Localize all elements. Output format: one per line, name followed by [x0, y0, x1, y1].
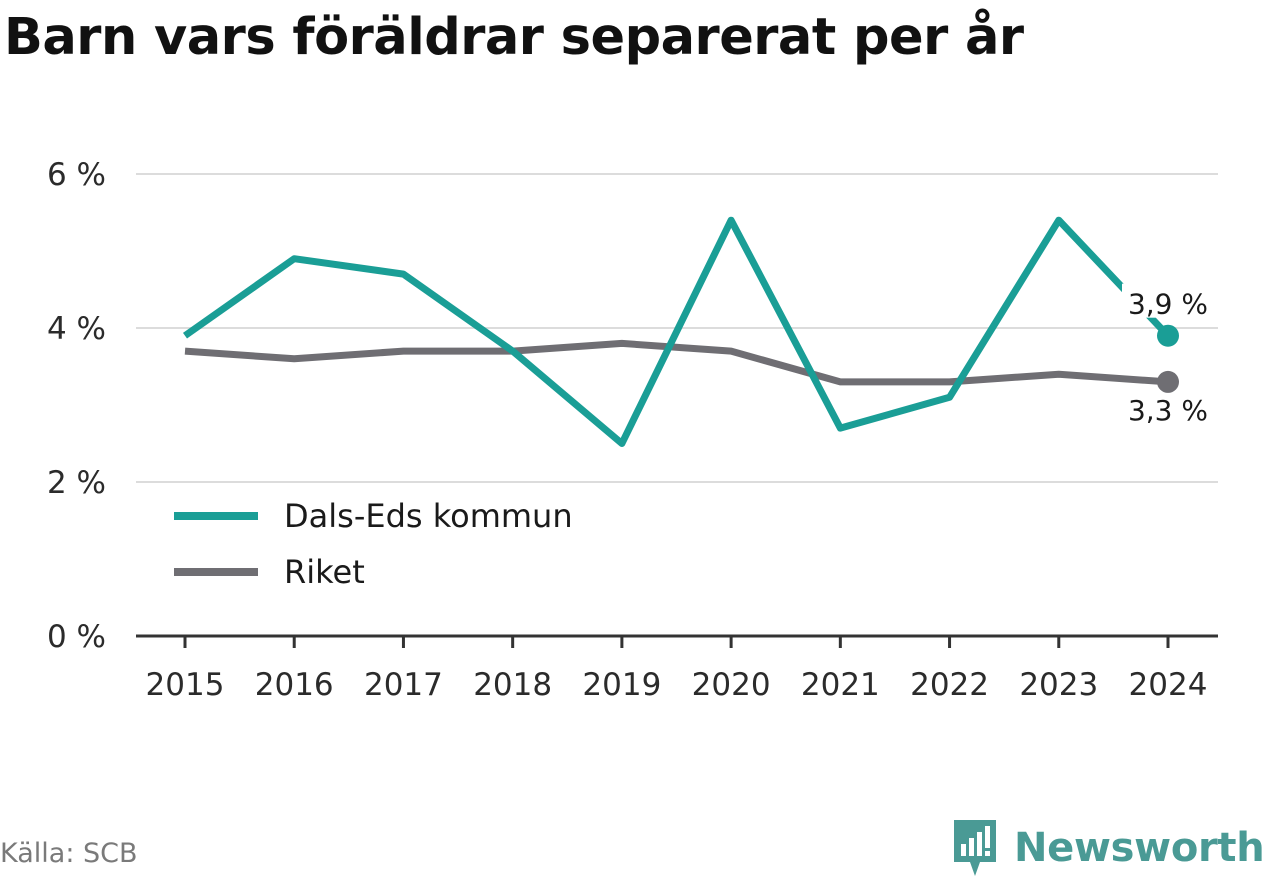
y-tick-label: 0 %	[47, 619, 106, 655]
x-tick-label: 2015	[146, 667, 225, 703]
x-tick-label: 2018	[473, 667, 552, 703]
y-tick-label: 2 %	[47, 465, 106, 501]
end-point-riket	[1157, 370, 1179, 393]
end-label-dals-eds: 3,9 %	[1128, 288, 1208, 321]
x-axis-ticks: 2015 2016 2017 2018 2019 2020 2021 2022 2023 2024	[146, 636, 1208, 703]
x-tick-label: 2017	[364, 667, 443, 703]
x-tick-label: 2021	[801, 667, 880, 703]
x-tick-label: 2019	[582, 667, 661, 703]
end-label-riket: 3,3 %	[1128, 394, 1208, 427]
series-lines: 3,9 % 3,3 %	[182, 216, 1216, 447]
newsworthy-logo-icon	[954, 820, 996, 876]
line-chart: 0 % 2 % 4 % 6 % 2015 2016 2017 2018 2019 2020 202…	[47, 157, 1218, 703]
end-label-halo	[1122, 283, 1216, 318]
end-point-dals-eds	[1157, 324, 1179, 347]
x-tick-label: 2022	[910, 667, 989, 703]
series-line-riket	[184, 339, 1169, 386]
legend-label: Dals-Eds kommun	[284, 497, 573, 535]
legend: Dals-Eds kommun Riket	[174, 497, 573, 591]
brand-name: Newsworthy	[1014, 825, 1262, 871]
brand-logo: Newsworthy	[950, 816, 1262, 880]
y-tick-label: 4 %	[47, 311, 106, 347]
x-tick-label: 2020	[692, 667, 771, 703]
series-line-dals-eds	[182, 216, 1171, 447]
y-axis-ticks: 0 % 2 % 4 % 6 %	[47, 157, 106, 655]
source-note: Källa: SCB	[0, 838, 138, 869]
x-tick-label: 2023	[1019, 667, 1098, 703]
y-tick-label: 6 %	[47, 157, 106, 193]
legend-label: Riket	[284, 553, 365, 591]
chart-title: Barn vars föräldrar separerat per år	[4, 8, 1024, 67]
x-tick-label: 2024	[1129, 667, 1208, 703]
x-tick-label: 2016	[255, 667, 334, 703]
